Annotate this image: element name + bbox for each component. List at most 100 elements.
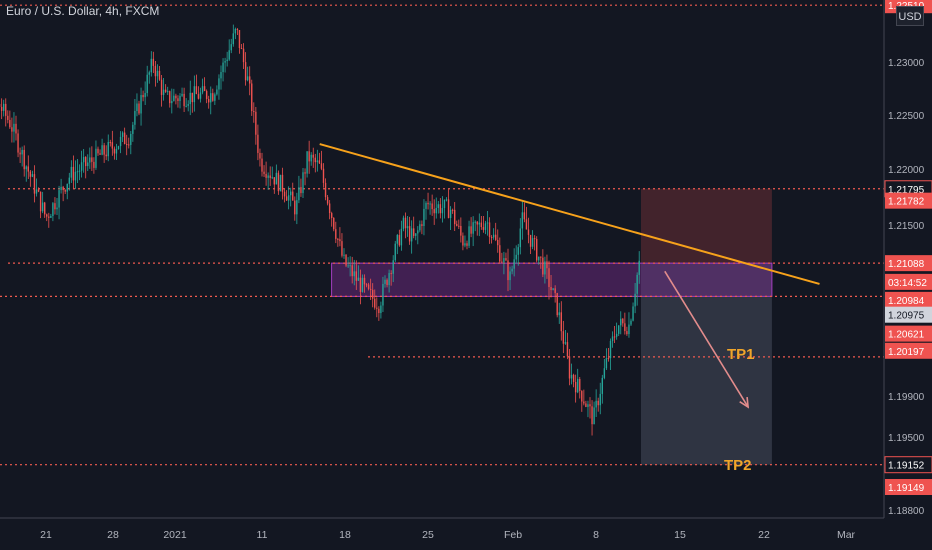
candle-body: [454, 209, 456, 225]
price-tick-label: 1.22000: [888, 165, 925, 176]
candle-body: [509, 271, 511, 281]
candle-body: [333, 217, 335, 230]
candle-body: [343, 254, 345, 256]
candle-body: [273, 177, 275, 185]
candle-body: [255, 111, 257, 135]
candle-body: [46, 214, 48, 217]
candle-body: [37, 189, 40, 192]
price-label-box: [885, 479, 932, 496]
candle-body: [126, 144, 128, 146]
candle-body: [638, 260, 640, 275]
candle-body: [558, 312, 560, 316]
arrow-head-icon: [739, 397, 750, 409]
candle-body: [620, 318, 622, 326]
candle-body: [226, 59, 228, 62]
candle-body: [87, 162, 89, 167]
candle-body: [21, 149, 23, 155]
stop-loss-area[interactable]: [641, 188, 772, 264]
candle-body: [402, 217, 405, 229]
candle-body: [439, 204, 442, 214]
candle-body: [52, 203, 54, 217]
candle-body: [33, 174, 36, 194]
candle-body: [533, 238, 536, 240]
candle-body: [167, 91, 169, 93]
candle-body: [181, 93, 183, 96]
price-label-box: [884, 456, 932, 474]
price-label-box: [885, 192, 932, 209]
candle-body: [581, 390, 583, 402]
drawings[interactable]: [319, 143, 820, 409]
candle-body: [132, 124, 134, 134]
candle-body: [548, 268, 550, 287]
candle-body: [572, 374, 575, 382]
trendline[interactable]: [319, 143, 820, 285]
candle-body: [236, 28, 239, 30]
candle-body: [107, 142, 109, 157]
price-label-box: [885, 342, 932, 359]
arrow-line[interactable]: [664, 270, 749, 408]
candle-body: [593, 407, 595, 425]
candle-body: [265, 173, 267, 178]
candle-body: [601, 377, 603, 394]
candle-body: [423, 208, 425, 226]
price-axis[interactable]: 1.23000 1.22500 1.22000 1.21500 1.19900 1.195…: [883, 0, 932, 550]
candle-body: [488, 222, 491, 238]
candle-body: [17, 133, 19, 153]
candle-body: [568, 356, 571, 379]
candle-body: [146, 74, 148, 94]
candle-body: [263, 171, 265, 174]
candle-body: [529, 234, 532, 247]
candle-body: [279, 174, 282, 192]
time-tick-label: 18: [339, 529, 351, 541]
candle-body: [589, 404, 591, 407]
candlesticks: [0, 24, 640, 436]
supply-zone-rect[interactable]: [331, 262, 773, 297]
candle-body: [583, 401, 585, 404]
candle-body: [150, 58, 152, 73]
candle-body: [390, 273, 392, 275]
candle-body: [208, 99, 210, 103]
candle-body: [29, 171, 32, 177]
candle-body: [113, 148, 116, 154]
candle-body: [605, 358, 608, 369]
price-label: 1.19152: [888, 461, 925, 472]
candle-body: [220, 72, 222, 79]
candle-body: [587, 404, 589, 407]
candle-body: [222, 62, 224, 73]
candle-body: [472, 222, 474, 234]
candle-body: [536, 238, 538, 261]
price-label-box: [885, 255, 932, 272]
candle-body: [160, 79, 163, 95]
supply-zone[interactable]: [331, 262, 773, 297]
candle-body: [622, 318, 624, 324]
candle-body: [410, 228, 413, 242]
price-label-box: [885, 273, 932, 290]
candle-body: [189, 92, 191, 105]
candle-body: [349, 265, 351, 267]
candle-body: [521, 212, 524, 229]
candle-body: [214, 94, 216, 101]
candle-body: [68, 177, 70, 184]
candle-body: [523, 212, 526, 220]
candle-body: [554, 288, 556, 294]
short-position-tool[interactable]: [641, 188, 772, 465]
candle-body: [351, 265, 353, 277]
candle-body: [525, 219, 528, 230]
candle-body: [384, 279, 386, 284]
candle-body: [369, 288, 372, 290]
candle-body: [474, 221, 476, 223]
time-axis[interactable]: 21 28 2021 11 18 25 Feb 8 15 22 Mar: [0, 517, 884, 541]
candle-body: [72, 166, 75, 181]
currency-button[interactable]: USD: [896, 6, 924, 26]
candle-body: [23, 149, 25, 170]
candle-body: [318, 160, 321, 164]
candle-body: [44, 202, 46, 215]
horizontal-levels[interactable]: [0, 4, 884, 466]
candle-body: [259, 152, 261, 159]
candle-body: [48, 216, 50, 218]
candle-body: [599, 393, 601, 406]
candle-body: [275, 172, 278, 185]
candle-body: [238, 29, 241, 49]
candle-body: [269, 175, 271, 178]
